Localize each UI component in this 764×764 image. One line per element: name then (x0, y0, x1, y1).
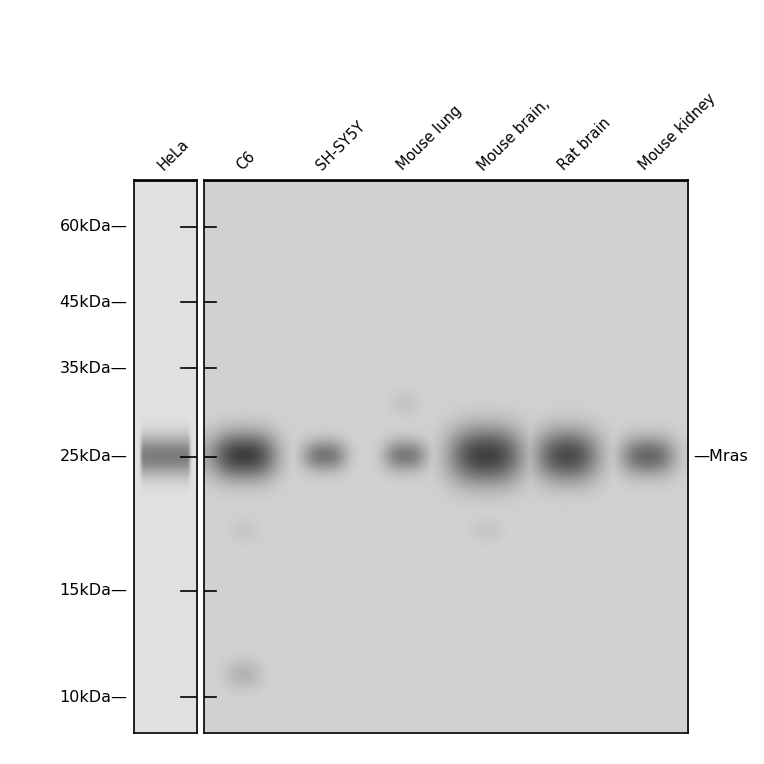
Text: Mouse kidney: Mouse kidney (636, 92, 719, 173)
Text: 10kDa—: 10kDa— (60, 690, 128, 705)
Text: Mouse lung: Mouse lung (395, 103, 465, 173)
Text: 25kDa—: 25kDa— (60, 449, 128, 465)
Text: 60kDa—: 60kDa— (60, 219, 128, 234)
Text: HeLa: HeLa (155, 137, 192, 173)
Text: C6: C6 (233, 149, 257, 173)
Text: 35kDa—: 35kDa— (60, 361, 128, 376)
Text: 15kDa—: 15kDa— (60, 584, 128, 598)
Text: SH-SY5Y: SH-SY5Y (314, 119, 368, 173)
Text: 45kDa—: 45kDa— (60, 295, 128, 309)
Text: —Mras: —Mras (694, 449, 749, 465)
Text: Mouse brain,: Mouse brain, (475, 96, 553, 173)
Text: Rat brain: Rat brain (556, 115, 614, 173)
